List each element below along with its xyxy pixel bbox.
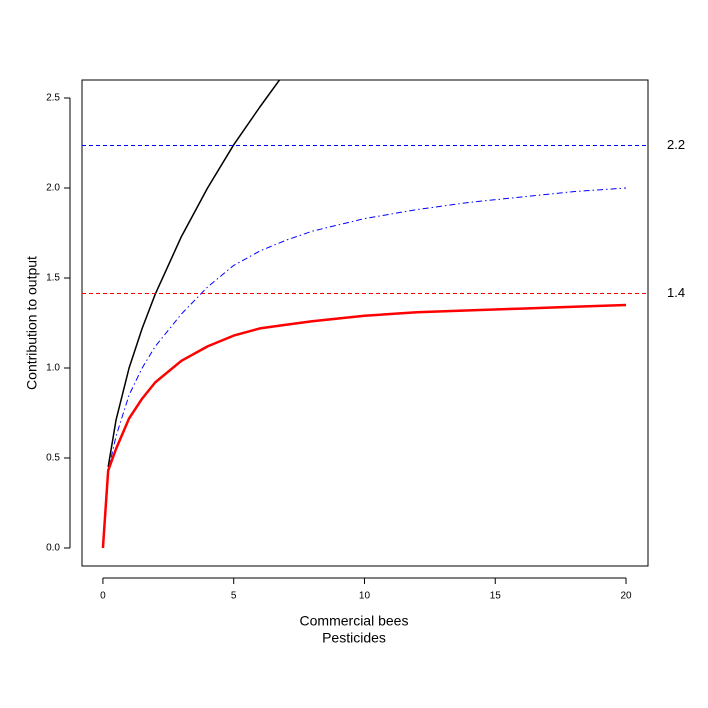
x-tick-label: 5 (231, 591, 237, 602)
y-axis-label: Contribution to output (24, 256, 40, 390)
x-tick-label: 0 (100, 591, 106, 602)
y-tick-label: 1.0 (46, 363, 60, 374)
reference-label: 2.2 (667, 137, 685, 152)
y-tick-label: 1.5 (46, 273, 60, 284)
series-line (101, 303, 627, 549)
reference-label: 1.4 (667, 285, 685, 300)
plot-area (101, 80, 627, 549)
y-tick-label: 2.0 (46, 183, 60, 194)
y-tick-label: 0.5 (46, 453, 60, 464)
x-tick-label: 20 (620, 591, 632, 602)
x-axis-label: Pesticides (322, 630, 386, 646)
y-tick-label: 2.5 (46, 93, 60, 104)
x-axis-label: Commercial bees (300, 613, 409, 629)
x-tick-label: 10 (359, 591, 371, 602)
y-tick-label: 0.0 (46, 543, 60, 554)
x-tick-label: 15 (490, 591, 502, 602)
series-line (107, 80, 281, 468)
plot-frame (81, 79, 649, 567)
series-line (107, 187, 627, 471)
